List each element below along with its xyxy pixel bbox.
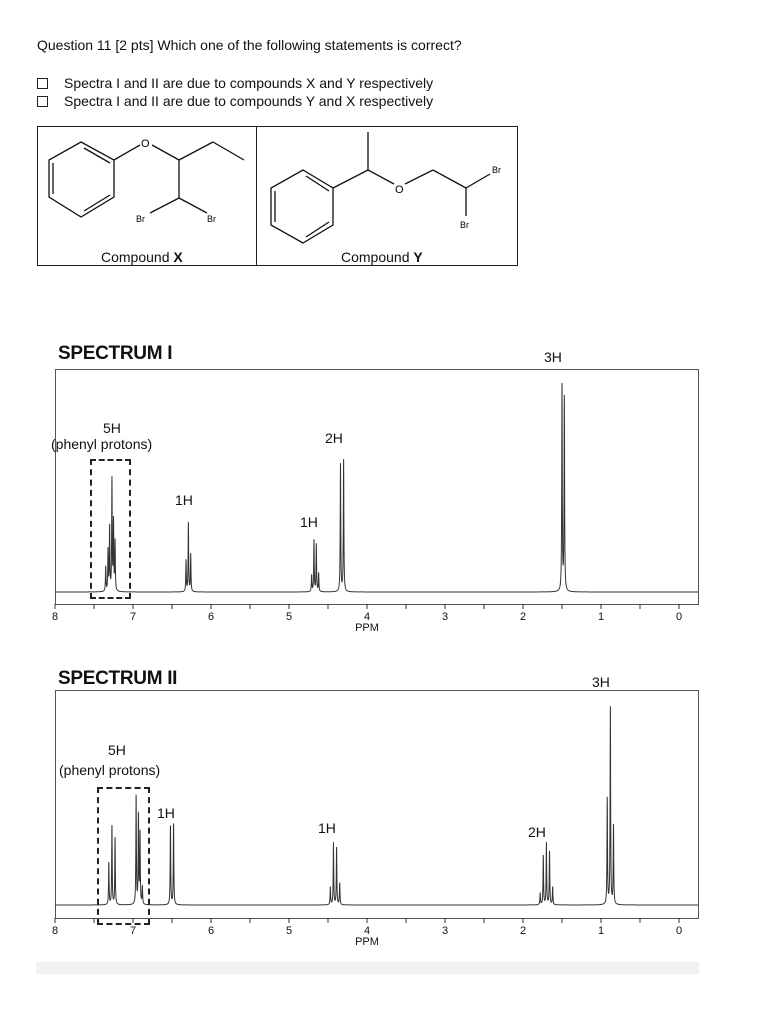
tick-label: 0 xyxy=(676,611,682,623)
tick-label: 2 xyxy=(520,611,526,623)
atom-label: Br xyxy=(492,165,501,175)
spectrum-1-title: SPECTRUM I xyxy=(58,343,173,364)
structures-table xyxy=(37,126,518,266)
option-label: Spectra I and II are due to compounds X … xyxy=(64,75,434,91)
tick-label: 5 xyxy=(286,611,292,623)
annotation-phenyl: (phenyl protons) xyxy=(59,762,161,778)
spectrum-1-chart: 8 7 6 5 4 3 2 1 0 PPM xyxy=(52,369,699,634)
annotation-1h: 1H xyxy=(175,492,193,508)
atom-label: Br xyxy=(207,214,216,224)
annotation-3h: 3H xyxy=(592,674,610,690)
annotation-2h: 2H xyxy=(528,824,546,840)
compound-x-label: Compound X xyxy=(101,249,183,265)
tick-label: 5 xyxy=(286,925,292,937)
compound-y-label: Compound Y xyxy=(341,249,423,265)
tick-label: 3 xyxy=(442,611,448,623)
atom-label: Br xyxy=(460,220,469,230)
annotation-2h: 2H xyxy=(325,430,343,446)
annotation-5h: 5H xyxy=(108,742,126,758)
tick-label: 1 xyxy=(598,925,604,937)
option-label: Spectra I and II are due to compounds Y … xyxy=(64,93,434,109)
atom-label: O xyxy=(395,184,404,196)
question-text: Question 11 [2 pts] Which one of the fol… xyxy=(37,37,462,53)
tick-label: 8 xyxy=(52,611,58,623)
tick-label: 6 xyxy=(208,925,214,937)
atom-label: Br xyxy=(136,214,145,224)
tick-label: 1 xyxy=(598,611,604,623)
tick-label: 7 xyxy=(130,925,136,937)
atom-label: O xyxy=(141,138,150,150)
annotation-1h: 1H xyxy=(318,820,336,836)
tick-label: 0 xyxy=(676,925,682,937)
tick-label: 2 xyxy=(520,925,526,937)
tick-label: 6 xyxy=(208,611,214,623)
spectrum-trace xyxy=(55,382,698,593)
compound-y-structure xyxy=(270,132,491,244)
annotation-1h: 1H xyxy=(157,805,175,821)
tick-label: 3 xyxy=(442,925,448,937)
tick-label: 4 xyxy=(364,925,370,937)
plot-frame xyxy=(55,369,699,605)
option-1[interactable]: Spectra I and II are due to compounds X … xyxy=(37,75,433,91)
checkbox[interactable] xyxy=(37,77,48,89)
annotation-1h: 1H xyxy=(300,514,318,530)
x-axis-label: PPM xyxy=(355,936,379,948)
annotation-3h: 3H xyxy=(544,349,562,365)
structure-drawings: O Br Br O Br Br xyxy=(48,132,501,244)
spectrum-2-chart: 8 7 6 5 4 3 2 1 0 PPM xyxy=(52,690,699,948)
table-divider xyxy=(256,126,257,266)
phenyl-region-box xyxy=(97,787,150,925)
spectrum-trace xyxy=(55,706,698,906)
annotation-5h: 5H xyxy=(103,420,121,436)
spectrum-2-title: SPECTRUM II xyxy=(58,668,178,689)
tick-label: 8 xyxy=(52,925,58,937)
tick-label: 7 xyxy=(130,611,136,623)
annotation-phenyl: (phenyl protons) xyxy=(51,436,153,452)
plot-frame xyxy=(55,690,699,919)
x-axis-label: PPM xyxy=(355,622,379,634)
option-2[interactable]: Spectra I and II are due to compounds Y … xyxy=(37,93,433,109)
checkbox[interactable] xyxy=(37,95,48,107)
phenyl-region-box xyxy=(90,459,131,599)
bottom-band xyxy=(36,962,699,974)
tick-label: 4 xyxy=(364,611,370,623)
compound-x-structure xyxy=(48,141,245,218)
